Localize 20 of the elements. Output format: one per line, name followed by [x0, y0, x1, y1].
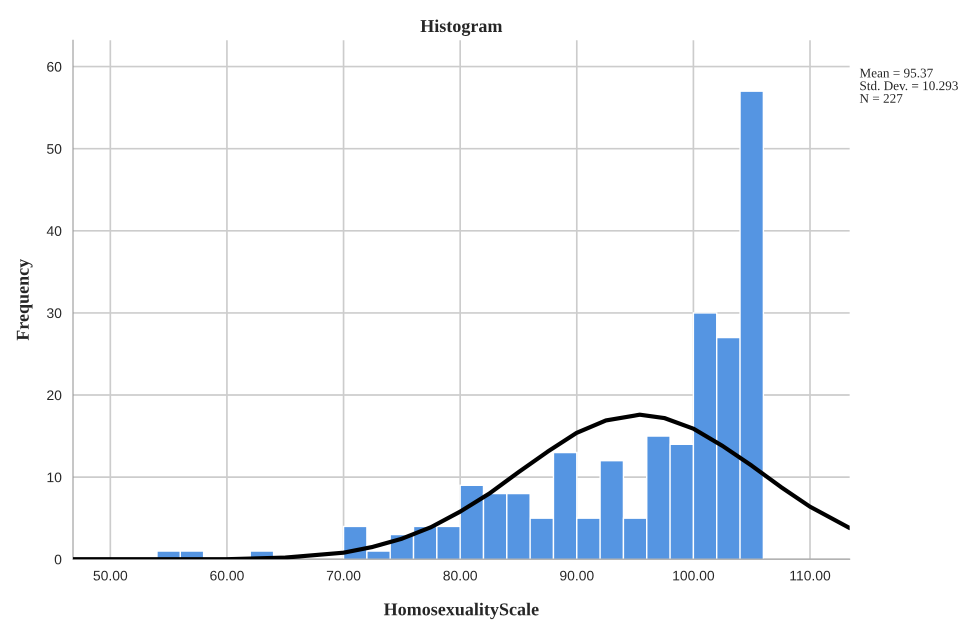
y-tick-label: 0 [54, 554, 62, 564]
x-tick-label: 100.00 [673, 570, 714, 581]
y-tick-label: 60 [47, 62, 62, 72]
y-tick-label: 20 [47, 390, 62, 400]
x-axis-title: HomosexualityScale [384, 602, 539, 620]
text: Std. Dev. = 10.293 [860, 80, 958, 90]
x-tick-label: 110.00 [790, 570, 830, 581]
text: N = 227 [860, 94, 902, 103]
x-tick-label: 60.00 [210, 570, 244, 581]
x-tick-label: 80.00 [443, 570, 478, 581]
x-tick-label: 50.00 [94, 570, 128, 581]
text: Mean = 95.37 [860, 68, 933, 78]
y-tick-label: 50 [47, 144, 62, 154]
chart-title: Histogram [420, 19, 502, 36]
y-tick-label: 10 [48, 472, 62, 482]
x-tick-label: 90.00 [560, 570, 594, 581]
x-tick-label: 70.00 [326, 570, 360, 581]
y-tick-label: 30 [46, 308, 62, 318]
y-tick-label: 40 [46, 226, 62, 236]
y-axis-title: Frequency [16, 258, 33, 340]
